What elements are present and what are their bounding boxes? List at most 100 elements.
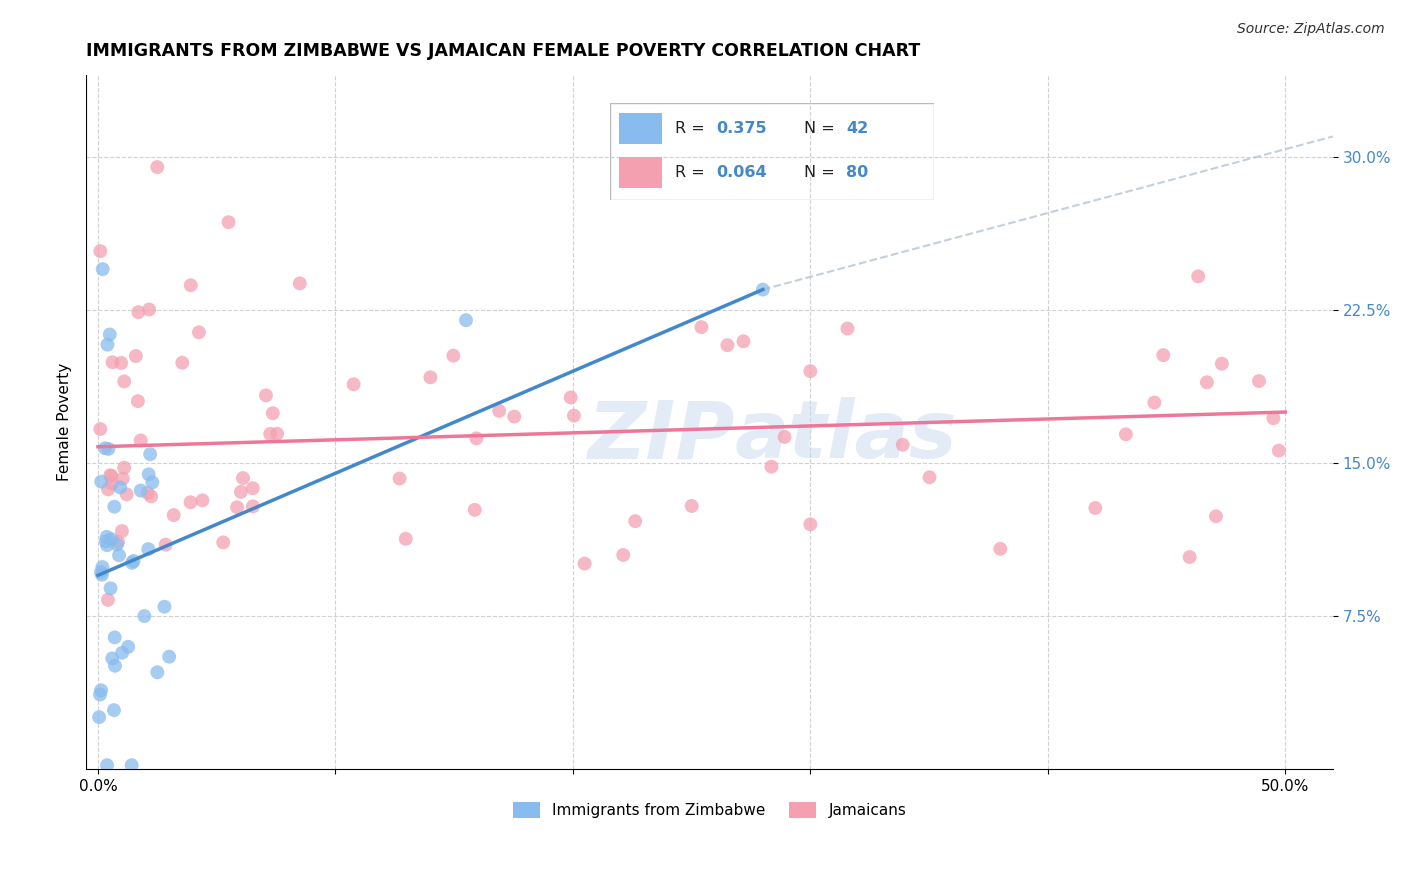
Point xyxy=(891,438,914,452)
Point xyxy=(761,459,783,474)
Point xyxy=(100,582,122,596)
Point xyxy=(266,426,288,441)
Point xyxy=(100,469,122,483)
Point xyxy=(503,409,526,424)
Point xyxy=(388,471,411,485)
Point xyxy=(146,665,169,680)
Point xyxy=(395,532,418,546)
Point xyxy=(122,554,145,568)
Point xyxy=(157,649,180,664)
Point xyxy=(1263,411,1285,425)
Point xyxy=(163,508,186,522)
Point xyxy=(464,503,486,517)
Point xyxy=(136,486,159,500)
Point xyxy=(988,541,1011,556)
Point xyxy=(94,534,117,549)
Point xyxy=(773,430,796,444)
Point xyxy=(100,532,122,546)
Point xyxy=(89,710,111,724)
Point xyxy=(690,320,713,334)
Point xyxy=(752,283,775,297)
Point xyxy=(90,565,112,579)
Point xyxy=(343,377,366,392)
Point xyxy=(104,658,127,673)
Point xyxy=(560,391,582,405)
Point xyxy=(1247,374,1270,388)
Point xyxy=(799,364,821,378)
Point xyxy=(96,538,118,552)
Point xyxy=(488,404,510,418)
Point xyxy=(1143,395,1166,409)
Point xyxy=(918,470,941,484)
Text: Source: ZipAtlas.com: Source: ZipAtlas.com xyxy=(1237,22,1385,37)
Point xyxy=(112,460,135,475)
Point xyxy=(89,422,111,436)
Point xyxy=(180,495,202,509)
Point xyxy=(226,500,249,515)
Point xyxy=(90,683,112,698)
Point xyxy=(441,349,464,363)
Point xyxy=(98,327,121,342)
Point xyxy=(1268,443,1291,458)
Point xyxy=(91,262,114,277)
Point xyxy=(138,467,160,482)
Point xyxy=(242,481,264,495)
Point xyxy=(127,305,149,319)
Point xyxy=(91,567,114,582)
Point xyxy=(1084,501,1107,516)
Point xyxy=(141,489,163,503)
Point xyxy=(89,244,111,259)
Point xyxy=(107,535,129,549)
Point xyxy=(134,609,156,624)
Point xyxy=(129,483,152,498)
Point xyxy=(716,338,738,352)
Point xyxy=(112,375,135,389)
Point xyxy=(212,535,235,549)
Point xyxy=(288,277,311,291)
Point xyxy=(103,703,125,717)
Point xyxy=(96,337,118,351)
Point xyxy=(110,480,132,494)
Point xyxy=(612,548,634,562)
Point xyxy=(1205,509,1227,524)
Point xyxy=(232,471,254,485)
Point xyxy=(562,409,585,423)
Point xyxy=(262,406,284,420)
Point xyxy=(111,472,134,486)
Point xyxy=(1152,348,1174,362)
Point xyxy=(90,475,112,489)
Point xyxy=(121,758,143,772)
Point xyxy=(108,549,131,563)
Text: ZIP: ZIP xyxy=(586,397,734,475)
Point xyxy=(1195,376,1218,390)
Point xyxy=(454,313,477,327)
Text: IMMIGRANTS FROM ZIMBABWE VS JAMAICAN FEMALE POVERTY CORRELATION CHART: IMMIGRANTS FROM ZIMBABWE VS JAMAICAN FEM… xyxy=(86,42,921,60)
Point xyxy=(681,499,703,513)
Point xyxy=(799,517,821,532)
Point xyxy=(97,592,120,607)
Legend: Immigrants from Zimbabwe, Jamaicans: Immigrants from Zimbabwe, Jamaicans xyxy=(506,796,912,824)
Point xyxy=(218,215,240,229)
Point xyxy=(136,542,159,557)
Point xyxy=(97,442,120,456)
Point xyxy=(101,476,124,491)
Point xyxy=(259,426,281,441)
Point xyxy=(104,631,127,645)
Point xyxy=(101,355,124,369)
Point xyxy=(111,524,134,538)
Point xyxy=(624,514,647,528)
Point xyxy=(1211,357,1233,371)
Point xyxy=(180,278,202,293)
Point xyxy=(111,646,134,660)
Point xyxy=(103,500,125,514)
Point xyxy=(187,326,209,340)
Point xyxy=(121,556,143,570)
Point xyxy=(146,160,169,174)
Point xyxy=(465,431,488,445)
Point xyxy=(1187,269,1209,284)
Point xyxy=(837,321,859,335)
Point xyxy=(153,599,176,614)
Point xyxy=(139,447,162,461)
Point xyxy=(172,356,194,370)
Point xyxy=(138,302,160,317)
